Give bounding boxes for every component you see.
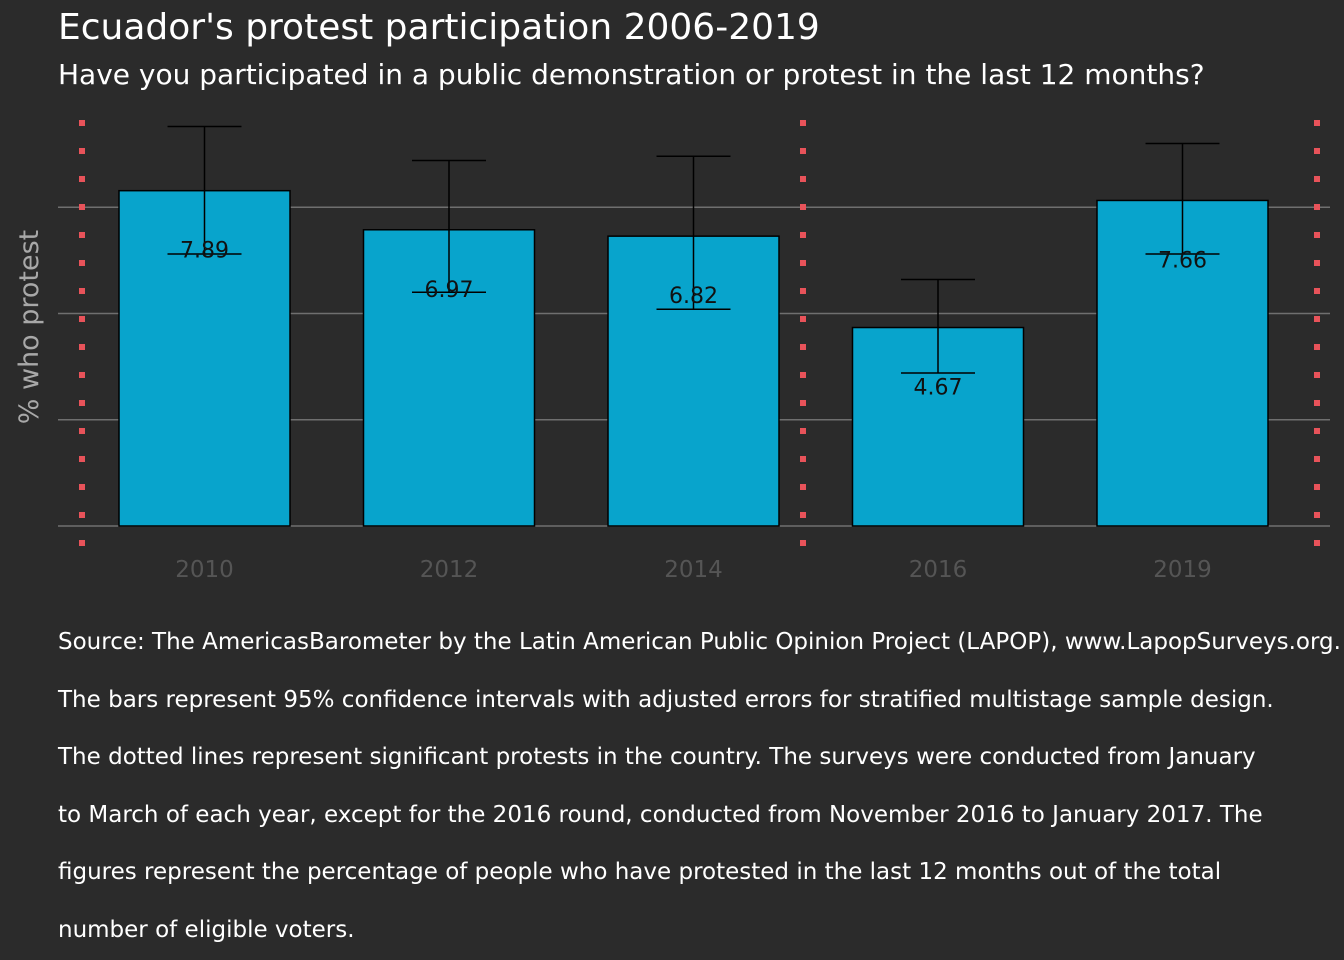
bar-chart: % who protest 7.89 6.97 6.82 4.67 7.66 2010 20… bbox=[14, 120, 1330, 583]
x-tick-label: 2019 bbox=[1153, 557, 1212, 583]
x-tick-label: 2014 bbox=[664, 557, 723, 583]
caption-line: number of eligible voters. bbox=[58, 916, 355, 943]
caption-line: The bars represent 95% confidence interv… bbox=[58, 686, 1274, 713]
data-label: 4.67 bbox=[914, 376, 963, 401]
x-tick-label: 2012 bbox=[420, 557, 479, 583]
data-label: 7.66 bbox=[1158, 248, 1207, 273]
chart-subtitle: Have you participated in a public demons… bbox=[58, 58, 1205, 91]
chart-title: Ecuador's protest participation 2006-201… bbox=[58, 7, 820, 48]
chart-caption: Source: The AmericasBarometer by the Lat… bbox=[58, 614, 1344, 960]
caption-line: to March of each year, except for the 20… bbox=[58, 801, 1263, 828]
x-tick-label: 2010 bbox=[175, 557, 234, 583]
caption-line: Source: The AmericasBarometer by the Lat… bbox=[58, 629, 1341, 655]
caption-line: figures represent the percentage of peop… bbox=[58, 859, 1222, 886]
x-tick-label: 2016 bbox=[909, 557, 968, 583]
data-label: 7.89 bbox=[180, 239, 229, 264]
y-axis-label: % who protest bbox=[14, 230, 45, 425]
data-label: 6.82 bbox=[669, 284, 718, 309]
data-label: 6.97 bbox=[425, 278, 474, 303]
caption-line: The dotted lines represent significant p… bbox=[58, 744, 1256, 771]
